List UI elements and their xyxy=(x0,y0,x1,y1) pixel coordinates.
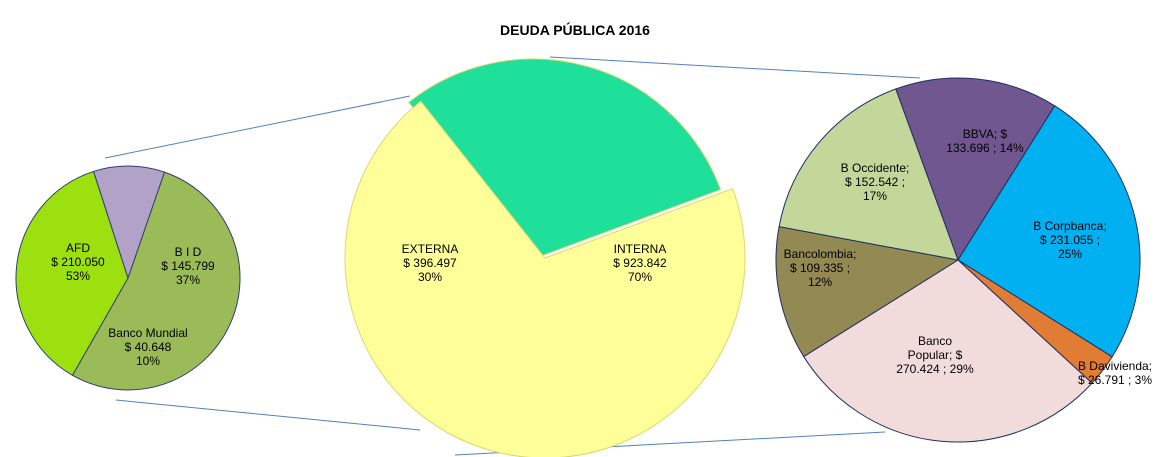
data-label: Bancolombia; $ 109.335 ; 12% xyxy=(784,247,857,289)
data-label-line: EXTERNA xyxy=(402,242,459,256)
data-label: Banco Popular; $270.424 ; 29% xyxy=(896,334,974,376)
data-label-line: 37% xyxy=(176,273,200,287)
pie-slice xyxy=(92,165,166,280)
data-label: INTERNA $ 923.842 70% xyxy=(613,242,667,284)
pie-slice xyxy=(895,77,1056,262)
data-label-line: $ 26.791 ; 3% xyxy=(1078,373,1152,387)
data-label-line: $ 210.050 xyxy=(51,255,105,269)
data-label-line: 70% xyxy=(628,270,652,284)
data-label-line: 12% xyxy=(808,275,832,289)
data-label-line: Bancolombia; xyxy=(784,247,857,261)
data-label-line: Popular; $ xyxy=(908,348,963,362)
pie-slice xyxy=(957,105,1141,358)
data-label-line: $ 396.497 xyxy=(403,256,457,270)
data-label-line: $ 40.648 xyxy=(125,340,172,354)
data-label-line: $ 145.799 xyxy=(161,259,215,273)
pie-slice xyxy=(71,171,241,391)
data-label-line: $ 231.055 ; xyxy=(1040,233,1100,247)
connector xyxy=(104,95,411,159)
data-label-line: 30% xyxy=(418,270,442,284)
pie-slice xyxy=(775,226,960,358)
pie-slice xyxy=(408,58,722,260)
data-label-line: 25% xyxy=(1058,247,1082,261)
data-label: AFD $ 210.050 53% xyxy=(51,241,105,283)
data-label: B I D $ 145.799 37% xyxy=(161,245,215,287)
data-label-line: $ 152.542 ; xyxy=(845,175,905,189)
connector xyxy=(115,399,421,431)
data-label: BBVA; $133.696 ; 14% xyxy=(946,127,1024,155)
data-label-line: Banco Mundial xyxy=(108,326,187,340)
data-label: B Corpbanca; $ 231.055 ; 25% xyxy=(1033,219,1106,261)
data-label-line: B Occidente; xyxy=(841,161,910,175)
data-label-line: INTERNA xyxy=(614,242,667,256)
data-label-line: 53% xyxy=(66,269,90,283)
data-label-line: 270.424 ; 29% xyxy=(896,362,974,376)
data-label-line: BBVA; $ xyxy=(963,127,1008,141)
data-label-line: 10% xyxy=(136,354,160,368)
data-label: B Davivienda; $ 26.791 ; 3% xyxy=(1078,359,1152,387)
pie-slice xyxy=(15,170,129,376)
connector xyxy=(549,56,921,79)
pie-slice xyxy=(344,100,746,457)
data-label-line: B Corpbanca; xyxy=(1033,219,1106,233)
pie-slice xyxy=(778,88,959,261)
data-label-line: B I D xyxy=(175,245,202,259)
data-label-line: AFD xyxy=(66,241,90,255)
data-label-line: Banco xyxy=(918,334,952,348)
data-label: EXTERNA $ 396.497 30% xyxy=(402,242,459,284)
chart-title: DEUDA PÚBLICA 2016 xyxy=(500,21,650,38)
data-label-line: B Davivienda; xyxy=(1078,359,1152,373)
data-label: B Occidente; $ 152.542 ; 17% xyxy=(841,161,910,203)
data-label-line: $ 109.335 ; xyxy=(790,261,850,275)
data-label: Banco Mundial $ 40.648 10% xyxy=(108,326,187,368)
data-label-line: $ 923.842 xyxy=(613,256,667,270)
pie-slice xyxy=(803,259,1093,443)
data-label-line: 133.696 ; 14% xyxy=(946,141,1024,155)
data-label-line: 17% xyxy=(863,189,887,203)
